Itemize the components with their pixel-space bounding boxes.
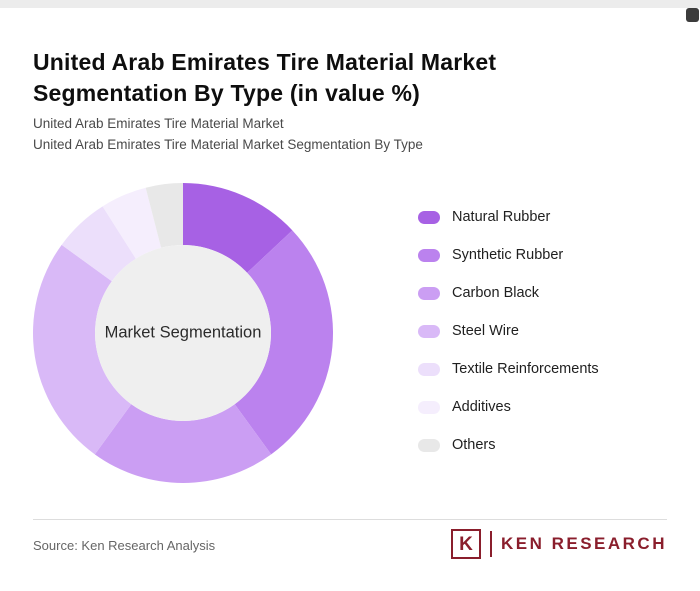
legend-item-carbon-black[interactable]: Carbon Black — [418, 285, 599, 301]
legend-swatch — [418, 362, 440, 376]
footer-divider — [33, 519, 667, 520]
donut-segment-additives[interactable] — [102, 187, 162, 259]
legend-item-steel-wire[interactable]: Steel Wire — [418, 323, 599, 339]
legend-label: Carbon Black — [452, 285, 540, 301]
donut-svg — [33, 183, 333, 483]
donut-segment-steel-wire[interactable] — [33, 244, 132, 455]
logo-divider — [489, 531, 492, 557]
legend-label: Synthetic Rubber — [452, 247, 564, 263]
legend-swatch — [418, 210, 440, 224]
legend-item-others[interactable]: Others — [418, 437, 599, 453]
subtitle-line-1: United Arab Emirates Tire Material Marke… — [33, 116, 284, 131]
legend-label: Natural Rubber — [452, 209, 551, 225]
legend-swatch — [418, 438, 440, 452]
donut-center-label: Market Segmentation — [104, 323, 262, 342]
legend-item-natural-rubber[interactable]: Natural Rubber — [418, 209, 599, 225]
scrollbar-thumb[interactable] — [686, 8, 699, 22]
subtitle-line-2: United Arab Emirates Tire Material Marke… — [33, 137, 423, 152]
legend-swatch — [418, 286, 440, 300]
legend-swatch — [418, 248, 440, 262]
legend-item-textile-reinforcements[interactable]: Textile Reinforcements — [418, 361, 599, 377]
legend-label: Others — [452, 437, 496, 453]
page-title: United Arab Emirates Tire Material Marke… — [33, 49, 497, 106]
legend-label: Additives — [452, 399, 511, 415]
donut-chart: Market Segmentation — [33, 183, 333, 483]
donut-segment-natural-rubber[interactable] — [183, 183, 293, 273]
legend-swatch — [418, 324, 440, 338]
legend-item-additives[interactable]: Additives — [418, 399, 599, 415]
donut-segment-textile-reinforcements[interactable] — [61, 206, 136, 282]
top-edge-strip — [0, 0, 700, 8]
logo-brand-text: KEN RESEARCH — [500, 534, 667, 553]
chart-legend: Natural Rubber Synthetic Rubber Carbon Bla… — [418, 209, 599, 453]
donut-segment-synthetic-rubber[interactable] — [234, 230, 333, 455]
legend-swatch — [418, 400, 440, 414]
donut-center-circle — [95, 245, 271, 421]
source-text: Source: Ken Research Analysis — [33, 538, 216, 553]
legend-label: Textile Reinforcements — [452, 361, 599, 377]
logo-k-box: K — [450, 529, 481, 559]
legend-item-synthetic-rubber[interactable]: Synthetic Rubber — [418, 247, 599, 263]
logo-k-letter: K — [459, 533, 473, 555]
ken-research-logo: K KEN RESEARCH — [450, 528, 667, 560]
donut-segment-carbon-black[interactable] — [94, 404, 272, 483]
chart-subtitle: United Arab Emirates Tire Material Marke… — [33, 113, 423, 155]
legend-label: Steel Wire — [452, 323, 519, 339]
donut-segment-others[interactable] — [145, 183, 183, 248]
